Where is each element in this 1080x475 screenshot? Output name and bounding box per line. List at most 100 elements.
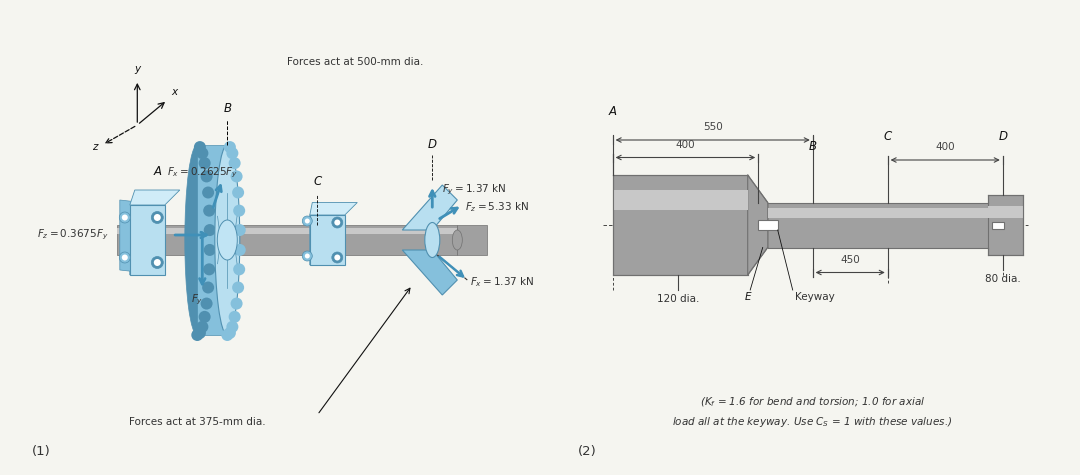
Text: $F_z = 5.33$ kN: $F_z = 5.33$ kN: [464, 200, 529, 214]
Circle shape: [224, 141, 235, 153]
Text: $F_x = 0.2625F_y$: $F_x = 0.2625F_y$: [167, 165, 239, 180]
Polygon shape: [130, 205, 165, 275]
Text: Forces act at 500-mm dia.: Forces act at 500-mm dia.: [287, 57, 423, 67]
Circle shape: [233, 205, 245, 217]
Circle shape: [233, 263, 245, 276]
Text: 120 dia.: 120 dia.: [657, 294, 699, 304]
Circle shape: [231, 297, 243, 310]
Bar: [991, 221, 1003, 228]
Polygon shape: [130, 190, 179, 205]
Text: (2): (2): [578, 445, 596, 458]
Circle shape: [191, 329, 203, 341]
Circle shape: [194, 327, 206, 339]
Polygon shape: [612, 175, 747, 275]
Circle shape: [197, 321, 208, 333]
Polygon shape: [198, 145, 227, 335]
Circle shape: [227, 321, 239, 333]
Circle shape: [229, 157, 241, 169]
Polygon shape: [118, 228, 457, 234]
Text: $F_y$: $F_y$: [191, 293, 203, 307]
Ellipse shape: [215, 145, 240, 335]
Polygon shape: [130, 200, 135, 275]
Polygon shape: [402, 250, 457, 295]
Circle shape: [224, 327, 235, 339]
Circle shape: [153, 214, 161, 221]
Circle shape: [151, 256, 163, 268]
Ellipse shape: [217, 220, 238, 260]
Polygon shape: [768, 202, 988, 247]
Circle shape: [232, 282, 244, 294]
Text: ($K_f$ = 1.6 for bend and torsion; 1.0 for axial: ($K_f$ = 1.6 for bend and torsion; 1.0 f…: [700, 395, 926, 409]
Circle shape: [122, 255, 127, 260]
Text: A: A: [153, 165, 161, 178]
Circle shape: [197, 147, 208, 159]
Text: y: y: [134, 65, 140, 75]
Ellipse shape: [185, 145, 210, 335]
Polygon shape: [612, 190, 747, 210]
Text: D: D: [998, 130, 1008, 143]
Circle shape: [119, 212, 131, 223]
Text: 550: 550: [703, 123, 723, 133]
Circle shape: [199, 157, 211, 169]
Circle shape: [305, 218, 310, 224]
Ellipse shape: [453, 230, 462, 250]
Text: D: D: [428, 137, 436, 151]
Text: Forces act at 375-mm dia.: Forces act at 375-mm dia.: [129, 417, 266, 427]
Circle shape: [151, 211, 163, 224]
Circle shape: [335, 255, 340, 260]
Text: $F_x = 1.37$ kN: $F_x = 1.37$ kN: [470, 276, 535, 289]
Polygon shape: [402, 185, 457, 230]
Circle shape: [204, 224, 216, 236]
Circle shape: [194, 141, 206, 153]
Polygon shape: [988, 206, 1023, 218]
Bar: [758, 220, 778, 230]
Polygon shape: [310, 202, 357, 215]
Circle shape: [302, 216, 312, 226]
Circle shape: [221, 329, 233, 341]
Polygon shape: [310, 212, 312, 265]
Circle shape: [233, 224, 246, 236]
Text: 400: 400: [676, 140, 696, 150]
Circle shape: [202, 187, 214, 199]
Circle shape: [119, 252, 131, 263]
Circle shape: [199, 311, 211, 323]
Text: C: C: [313, 175, 322, 188]
Text: Keyway: Keyway: [795, 292, 835, 302]
Circle shape: [229, 311, 241, 323]
Text: A: A: [609, 105, 617, 118]
Polygon shape: [768, 208, 988, 218]
Circle shape: [302, 251, 312, 261]
Text: $F_z = 0.3675F_y$: $F_z = 0.3675F_y$: [38, 228, 109, 242]
Circle shape: [232, 187, 244, 199]
Text: 450: 450: [840, 255, 860, 265]
Text: (1): (1): [32, 445, 51, 458]
Circle shape: [201, 171, 213, 182]
Circle shape: [201, 297, 213, 310]
Circle shape: [332, 252, 342, 263]
Circle shape: [332, 217, 342, 228]
Circle shape: [203, 263, 215, 276]
Circle shape: [153, 259, 161, 266]
Polygon shape: [118, 225, 457, 255]
Circle shape: [204, 244, 216, 256]
Circle shape: [227, 147, 239, 159]
Polygon shape: [747, 175, 768, 275]
Text: B: B: [809, 140, 816, 153]
Circle shape: [203, 205, 215, 217]
Text: z: z: [92, 142, 97, 152]
Text: C: C: [883, 130, 892, 143]
Circle shape: [231, 171, 243, 182]
Text: $F_y = 1.37$ kN: $F_y = 1.37$ kN: [443, 183, 507, 197]
Ellipse shape: [424, 222, 440, 257]
Polygon shape: [120, 200, 165, 275]
Text: 400: 400: [935, 142, 955, 152]
Circle shape: [122, 215, 127, 220]
Text: 80 dia.: 80 dia.: [985, 275, 1021, 285]
Text: B: B: [224, 103, 231, 115]
Circle shape: [233, 244, 246, 256]
Polygon shape: [988, 195, 1023, 255]
Circle shape: [305, 254, 310, 258]
Circle shape: [335, 219, 340, 226]
Polygon shape: [310, 215, 345, 265]
Text: E: E: [744, 292, 751, 302]
